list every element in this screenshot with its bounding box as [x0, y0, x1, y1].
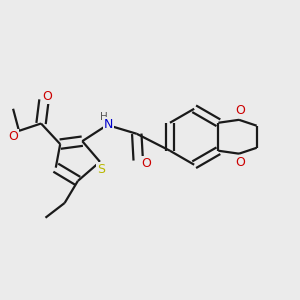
Text: O: O	[142, 157, 152, 170]
Text: S: S	[98, 163, 105, 176]
Text: N: N	[104, 118, 113, 131]
Text: H: H	[100, 112, 108, 122]
Text: O: O	[236, 104, 245, 118]
Text: O: O	[8, 130, 18, 143]
Text: O: O	[236, 156, 245, 169]
Text: O: O	[42, 91, 52, 103]
